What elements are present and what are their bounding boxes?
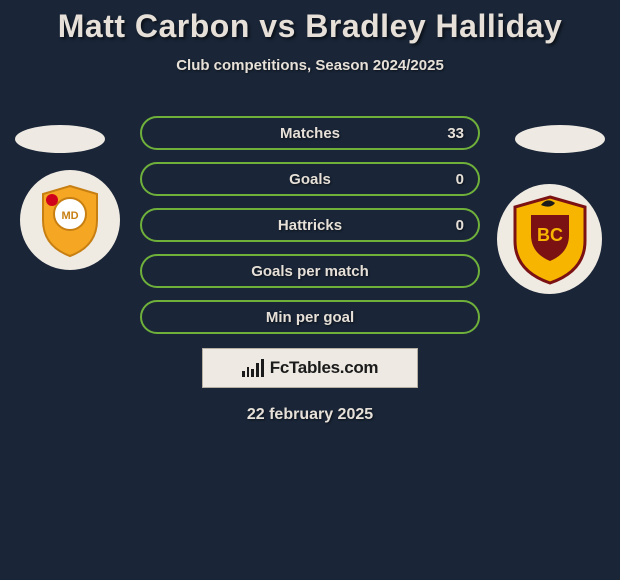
stat-label: Matches [280, 125, 340, 142]
stat-label: Goals per match [251, 263, 369, 280]
watermark: FcTables.com [202, 348, 418, 388]
crest-icon: BC [507, 191, 593, 287]
svg-text:BC: BC [537, 225, 563, 245]
stat-value-right: 0 [456, 217, 464, 234]
stat-row-goals-per-match: Goals per match [140, 254, 480, 288]
stat-row-min-per-goal: Min per goal [140, 300, 480, 334]
stat-label: Hattricks [278, 217, 342, 234]
stat-row-goals: Goals 0 [140, 162, 480, 196]
club-badge-right: BC [497, 184, 602, 294]
stat-value-right: 33 [447, 125, 464, 142]
player-photo-right-placeholder [515, 125, 605, 153]
shield-icon: MD [35, 180, 105, 260]
player-photo-left-placeholder [15, 125, 105, 153]
page-title: Matt Carbon vs Bradley Halliday [0, 0, 620, 45]
svg-text:MD: MD [61, 210, 78, 222]
stat-label: Goals [289, 171, 331, 188]
stat-row-hattricks: Hattricks 0 [140, 208, 480, 242]
stat-value-right: 0 [456, 171, 464, 188]
subtitle: Club competitions, Season 2024/2025 [0, 57, 620, 74]
club-badge-left: MD [20, 170, 120, 270]
date-label: 22 february 2025 [0, 406, 620, 424]
stat-label: Min per goal [266, 309, 354, 326]
watermark-text: FcTables.com [270, 358, 379, 378]
stat-row-matches: Matches 33 [140, 116, 480, 150]
bar-chart-icon [242, 359, 264, 377]
